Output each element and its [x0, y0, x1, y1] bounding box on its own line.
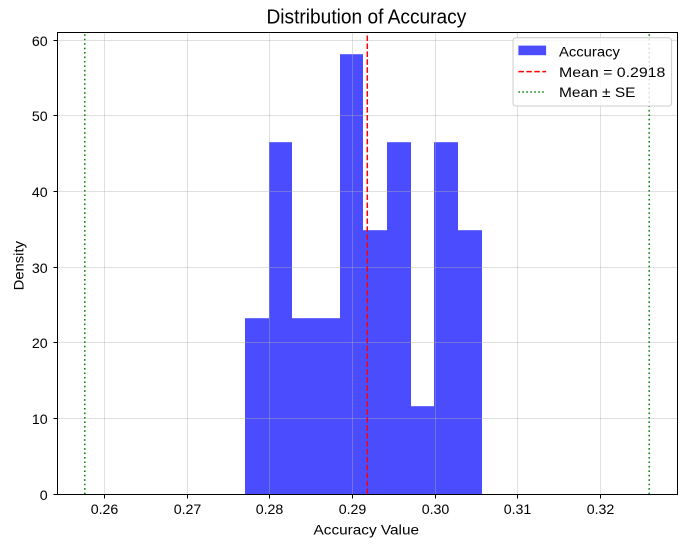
svg-text:30: 30 [32, 261, 48, 277]
svg-text:0.30: 0.30 [422, 502, 450, 518]
svg-text:Mean ± SE: Mean ± SE [559, 85, 636, 101]
svg-text:0.31: 0.31 [504, 502, 532, 518]
svg-text:Density: Density [12, 240, 28, 290]
svg-text:20: 20 [32, 336, 48, 352]
svg-text:Accuracy Value: Accuracy Value [314, 523, 420, 539]
svg-text:0: 0 [40, 488, 48, 504]
svg-text:10: 10 [32, 412, 48, 428]
svg-text:0.27: 0.27 [174, 502, 202, 518]
svg-text:50: 50 [32, 109, 48, 125]
svg-text:60: 60 [32, 34, 48, 50]
svg-text:Accuracy: Accuracy [559, 44, 621, 60]
svg-text:0.29: 0.29 [339, 502, 367, 518]
svg-text:0.32: 0.32 [587, 502, 615, 518]
svg-text:0.26: 0.26 [91, 502, 119, 518]
svg-text:40: 40 [32, 185, 48, 201]
svg-text:Distribution of Accuracy: Distribution of Accuracy [267, 7, 467, 29]
svg-text:Mean = 0.2918: Mean = 0.2918 [559, 65, 665, 81]
svg-text:0.28: 0.28 [256, 502, 284, 518]
